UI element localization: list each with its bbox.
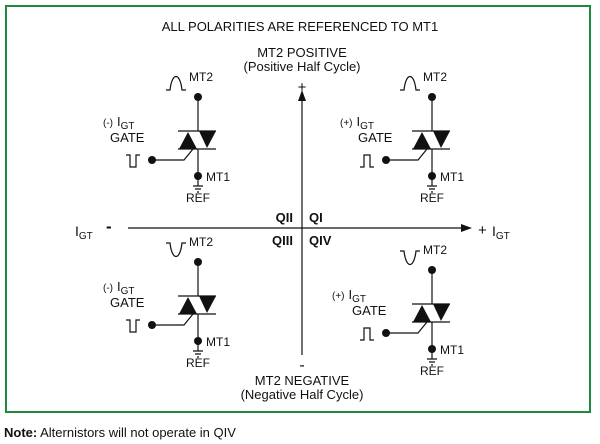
triac-leads [178,262,216,341]
ground-icon [427,349,437,366]
mt2-label: MT2 [189,235,213,249]
triac-down-triangle-icon [199,296,216,313]
ground-icon [193,341,203,358]
gate-current-label: (+) IGT [332,287,366,305]
diagram-title: ALL POLARITIES ARE REFERENCED TO MT1 [162,19,438,34]
mt2-positive-label: MT2 POSITIVE [257,45,347,60]
ref-label: REF [186,356,210,370]
positive-half-cycle-label: (Positive Half Cycle) [243,59,360,74]
quadrant-label-qi: QI [309,210,323,225]
ground-icon [427,176,437,193]
mt2-label: MT2 [189,70,213,84]
mt2-negative-label: MT2 NEGATIVE [255,373,350,388]
gate-current-label: (-) IGT [103,114,135,132]
note-text: Alternistors will not operate in QIV [37,425,236,440]
plus-sign-top: + [298,79,307,96]
triac-up-triangle-icon [413,305,431,322]
right-plus-sign: + [478,222,487,239]
note-label: Note: [4,425,38,440]
triac-leads [412,270,450,349]
negative-gate-pulse-icon [126,154,140,168]
arrow-up-icon [298,90,306,101]
mt1-label: MT1 [440,343,464,357]
positive-gate-pulse-icon [360,154,374,168]
gate-label: GATE [110,130,145,145]
triac-up-triangle-icon [179,132,197,149]
ground-icon [193,176,203,193]
right-igt-label: IGT [492,223,510,242]
left-minus-sign: - [106,217,112,236]
gate-label: GATE [352,303,387,318]
quadrant-label-qiii: QIII [272,233,293,248]
gate-lead [152,148,194,161]
triac-up-triangle-icon [413,132,431,149]
triac-leads [178,97,216,176]
triac-up-triangle-icon [179,297,197,314]
positive-half-cycle-wave-icon [166,75,186,91]
mt2-label: MT2 [423,70,447,84]
triac-down-triangle-icon [433,304,450,321]
quadrant-label-qiv: QIV [309,233,332,248]
mt1-label: MT1 [440,170,464,184]
ref-label: REF [420,191,444,205]
diagram-border [5,5,591,413]
gate-label: GATE [110,295,145,310]
negative-gate-pulse-icon [126,319,140,333]
negative-half-cycle-wave-icon [166,242,186,258]
footnote: Note: Alternistors will not operate in Q… [4,425,236,440]
mt1-label: MT1 [206,170,230,184]
gate-current-label: (-) IGT [103,279,135,297]
gate-lead [386,148,428,161]
negative-half-cycle-label: (Negative Half Cycle) [241,387,364,402]
ref-label: REF [186,191,210,205]
triac-down-triangle-icon [433,131,450,148]
mt2-label: MT2 [423,243,447,257]
gate-current-label: (+) IGT [340,114,374,132]
quadrant-label-qii: QII [276,210,293,225]
gate-label: GATE [358,130,393,145]
positive-half-cycle-wave-icon [400,75,420,91]
triac-leads [412,97,450,176]
mt1-label: MT1 [206,335,230,349]
positive-gate-pulse-icon [360,327,374,341]
triac-down-triangle-icon [199,131,216,148]
minus-sign-bottom: - [299,357,304,374]
ref-label: REF [420,364,444,378]
gate-lead [152,313,194,326]
arrow-right-icon [461,224,472,232]
left-igt-label: IGT [75,223,93,242]
negative-half-cycle-wave-icon [400,250,420,266]
gate-lead [386,321,428,334]
